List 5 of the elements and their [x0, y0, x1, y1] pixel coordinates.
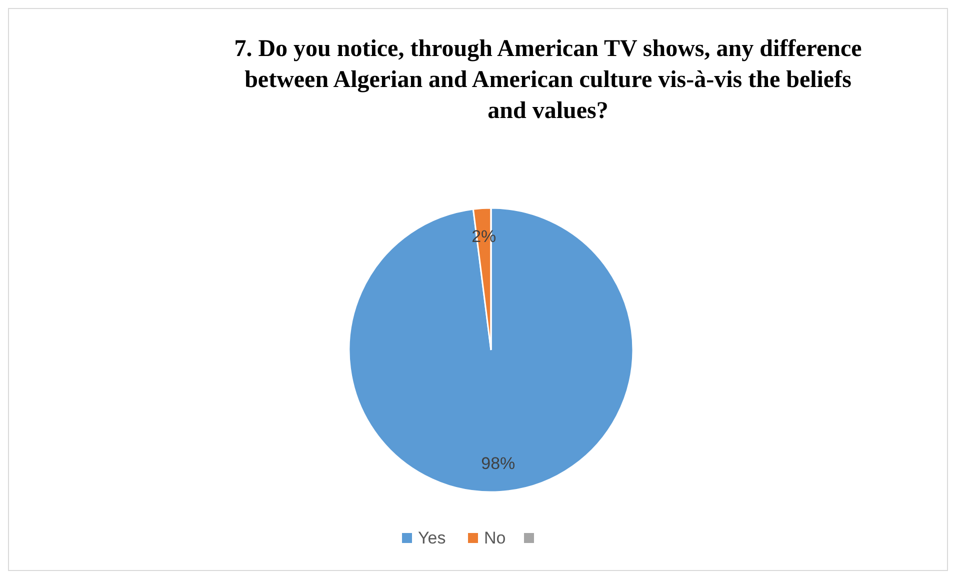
legend-label: No: [484, 528, 506, 548]
chart-title: 7. Do you notice, through American TV shows, any difference between Algerian and American culture vis-à-vis the beliefs and values?: [234, 36, 862, 124]
data-label: 98%: [481, 454, 516, 473]
legend-label: Yes: [418, 528, 446, 548]
pie-slice: [348, 207, 634, 492]
